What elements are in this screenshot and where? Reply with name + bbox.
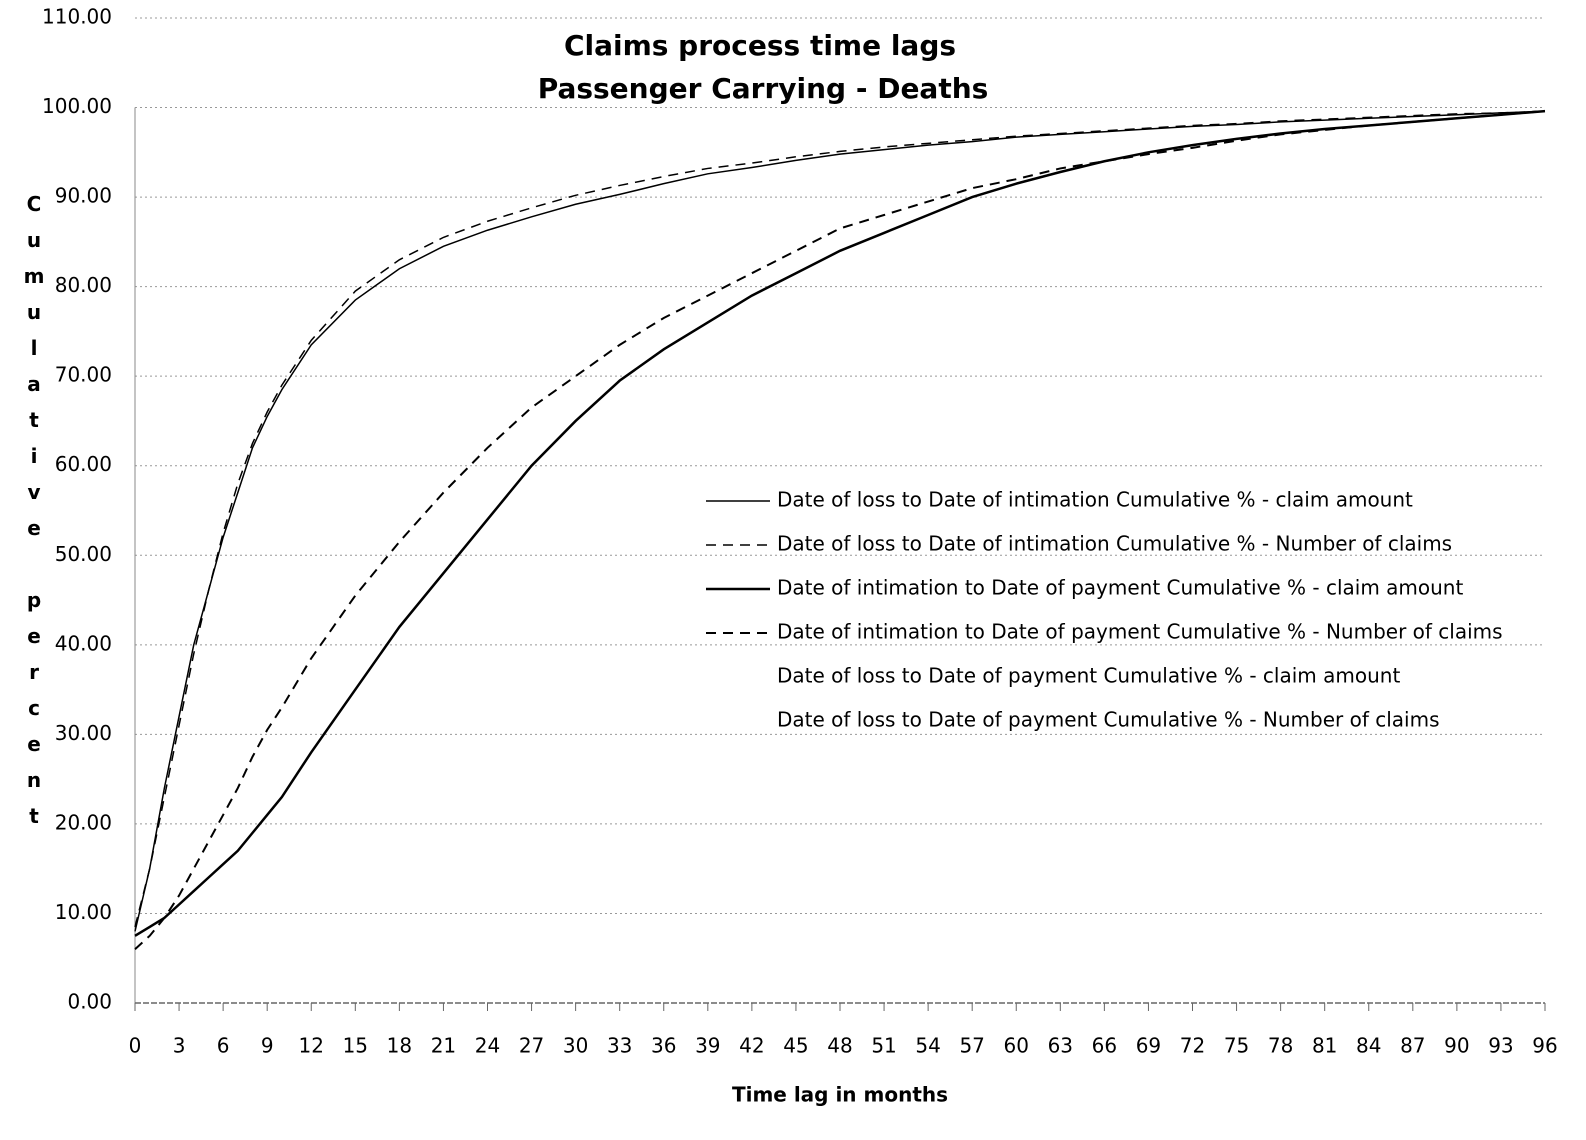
y-tick-label: 10.00 — [55, 900, 112, 924]
x-tick-label: 84 — [1356, 1034, 1381, 1058]
x-tick-label: 54 — [915, 1034, 940, 1058]
legend-label: Date of loss to Date of intimation Cumul… — [777, 532, 1452, 556]
y-tick-label: 30.00 — [55, 721, 112, 745]
y-tick-label: 20.00 — [55, 810, 112, 834]
y-axis-label-letter: m — [24, 264, 45, 288]
legend-label: Date of loss to Date of payment Cumulati… — [777, 664, 1400, 688]
y-axis-label-letter: v — [27, 480, 40, 504]
y-axis-label-letter: n — [27, 768, 41, 792]
y-axis-label-letter: a — [27, 372, 41, 396]
y-axis-label-letter: e — [27, 624, 41, 648]
x-tick-label: 69 — [1136, 1034, 1161, 1058]
y-tick-label: 0.00 — [67, 990, 112, 1014]
legend-label: Date of intimation to Date of payment Cu… — [777, 576, 1463, 600]
y-axis-label-letter: C — [27, 192, 42, 216]
x-tick-label: 78 — [1268, 1034, 1293, 1058]
x-tick-label: 18 — [387, 1034, 412, 1058]
y-axis-label-letter: r — [29, 660, 39, 684]
x-tick-label: 45 — [783, 1034, 808, 1058]
chart-subtitle: Passenger Carrying - Deaths — [538, 72, 989, 105]
x-tick-label: 33 — [607, 1034, 632, 1058]
x-tick-label: 63 — [1048, 1034, 1073, 1058]
y-tick-label: 70.00 — [55, 363, 112, 387]
x-tick-label: 6 — [217, 1034, 230, 1058]
x-tick-label: 81 — [1312, 1034, 1337, 1058]
x-tick-label: 9 — [261, 1034, 274, 1058]
x-tick-label: 66 — [1092, 1034, 1117, 1058]
chart-title: Claims process time lags — [564, 29, 956, 62]
y-axis-label-letter: t — [29, 804, 39, 828]
y-axis-label-letter: e — [27, 516, 41, 540]
series-line — [134, 110, 1546, 928]
x-tick-label: 0 — [129, 1034, 142, 1058]
x-tick-label: 96 — [1532, 1034, 1557, 1058]
series-line — [134, 110, 1546, 951]
y-tick-label: 80.00 — [55, 273, 112, 297]
x-tick-label: 36 — [651, 1034, 676, 1058]
y-axis-label-letter: i — [31, 444, 38, 468]
x-tick-label: 15 — [343, 1034, 368, 1058]
y-axis-label-letter: p — [27, 588, 41, 612]
x-tick-label: 90 — [1444, 1034, 1469, 1058]
y-tick-label: 50.00 — [55, 542, 112, 566]
x-tick-label: 75 — [1224, 1034, 1249, 1058]
y-tick-label: 40.00 — [55, 631, 112, 655]
x-axis-label: Time lag in months — [732, 1083, 948, 1107]
x-tick-label: 39 — [695, 1034, 720, 1058]
legend-label: Date of intimation to Date of payment Cu… — [777, 620, 1503, 644]
legend-label: Date of loss to Date of payment Cumulati… — [777, 708, 1440, 732]
y-tick-label: 100.00 — [42, 94, 112, 118]
y-tick-label: 60.00 — [55, 452, 112, 476]
y-axis-label-letter: u — [27, 228, 41, 252]
x-tick-label: 12 — [299, 1034, 324, 1058]
y-tick-label: 110.00 — [42, 5, 112, 29]
y-axis-label-letter: t — [29, 408, 39, 432]
y-axis-label-letter: c — [28, 696, 40, 720]
y-axis-label-letter — [31, 552, 38, 576]
x-tick-label: 3 — [173, 1034, 186, 1058]
x-tick-label: 72 — [1180, 1034, 1205, 1058]
x-tick-label: 93 — [1488, 1034, 1513, 1058]
x-tick-label: 21 — [431, 1034, 456, 1058]
x-tick-label: 48 — [827, 1034, 852, 1058]
x-tick-label: 24 — [475, 1034, 500, 1058]
y-axis-label-letter: e — [27, 732, 41, 756]
y-axis-label-letter: u — [27, 300, 41, 324]
series-line — [134, 109, 1546, 937]
y-tick-label: 90.00 — [55, 184, 112, 208]
series-line — [134, 110, 1546, 932]
x-tick-label: 57 — [959, 1034, 984, 1058]
legend-label: Date of loss to Date of intimation Cumul… — [777, 488, 1413, 512]
x-tick-label: 27 — [519, 1034, 544, 1058]
x-tick-label: 51 — [871, 1034, 896, 1058]
x-tick-label: 42 — [739, 1034, 764, 1058]
y-axis-label-letter: l — [31, 336, 38, 360]
x-tick-label: 30 — [563, 1034, 588, 1058]
x-tick-label: 60 — [1004, 1034, 1029, 1058]
x-tick-label: 87 — [1400, 1034, 1425, 1058]
